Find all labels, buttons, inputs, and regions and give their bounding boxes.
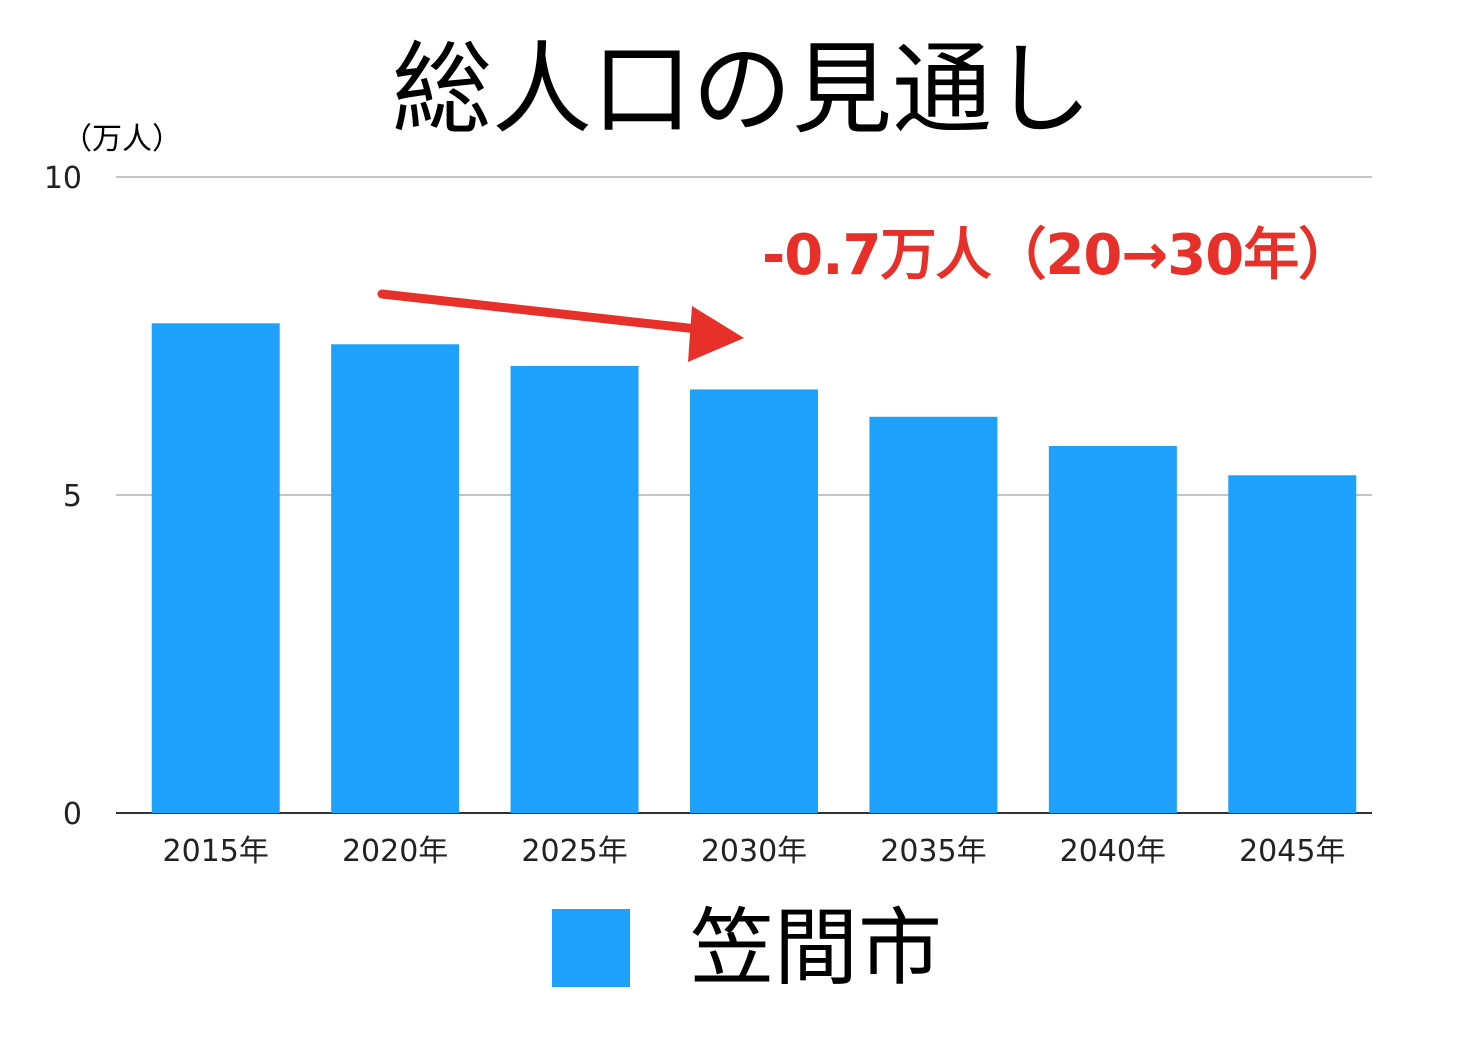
x-tick-label: 2045年 (1239, 834, 1345, 869)
y-axis-ticks: 0 5 10 (44, 161, 82, 832)
x-axis-ticks: 2015年 2020年 2025年 2030年 2035年 2040年 2045年 (163, 834, 1346, 869)
x-tick-label: 2020年 (342, 834, 448, 869)
bar (331, 344, 460, 813)
bar (1048, 446, 1177, 813)
x-tick-label: 2025年 (521, 834, 627, 869)
y-tick-label: 0 (63, 797, 82, 832)
bars (151, 323, 1357, 813)
y-tick-label: 5 (63, 479, 82, 514)
x-tick-label: 2035年 (880, 834, 986, 869)
arrow-shaft (377, 289, 711, 335)
bar (510, 365, 639, 813)
y-tick-label: 10 (44, 161, 82, 196)
bar (869, 416, 998, 813)
bar (1228, 475, 1357, 813)
legend-swatch (552, 909, 630, 987)
arrow-head (688, 306, 744, 362)
legend-label: 笠間市 (690, 899, 943, 997)
trend-arrow-icon (377, 289, 744, 362)
y-axis-unit-label: （万人） (62, 122, 182, 157)
x-tick-label: 2030年 (701, 834, 807, 869)
bar (690, 389, 818, 813)
legend: 笠間市 (552, 888, 942, 1008)
x-tick-label: 2015年 (163, 834, 269, 869)
change-annotation: -0.7万人（20→30年） (762, 223, 1354, 288)
x-tick-label: 2040年 (1060, 834, 1166, 869)
chart-title: 総人口の見通し (392, 31, 1092, 148)
bar (151, 323, 280, 813)
